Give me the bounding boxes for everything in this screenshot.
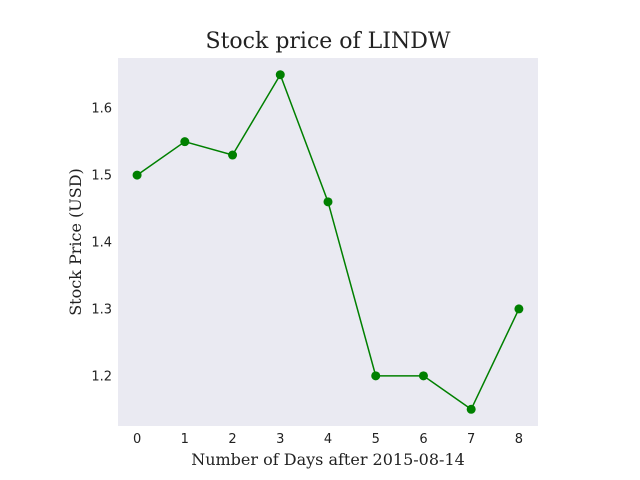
x-axis-ticks: 0 1 2 3 4 5 6 7 8 <box>133 432 523 447</box>
data-point <box>514 304 524 314</box>
x-tick-label: 1 <box>181 432 189 447</box>
x-tick-label: 3 <box>276 432 284 447</box>
y-tick-label: 1.6 <box>91 102 112 117</box>
x-tick-label: 6 <box>419 432 427 447</box>
plot-area <box>118 58 538 426</box>
y-tick-label: 1.4 <box>91 236 112 251</box>
chart-title: Stock price of LINDW <box>206 29 451 54</box>
data-point <box>418 371 428 381</box>
x-axis-label: Number of Days after 2015-08-14 <box>191 450 465 469</box>
x-tick-label: 7 <box>467 432 475 447</box>
y-tick-label: 1.2 <box>91 369 112 384</box>
x-tick-label: 2 <box>228 432 236 447</box>
y-tick-label: 1.3 <box>91 302 112 317</box>
x-tick-label: 0 <box>133 432 141 447</box>
x-tick-label: 4 <box>324 432 332 447</box>
y-tick-label: 1.5 <box>91 169 112 184</box>
data-point <box>466 404 476 414</box>
y-axis-ticks: 1.2 1.3 1.4 1.5 1.6 <box>91 102 112 385</box>
data-point <box>228 150 238 160</box>
data-point <box>323 197 333 207</box>
data-point <box>275 70 285 80</box>
x-tick-label: 5 <box>372 432 380 447</box>
y-axis-label: Stock Price (USD) <box>66 168 85 316</box>
data-point <box>180 137 190 147</box>
data-point <box>371 371 381 381</box>
data-series <box>132 70 524 414</box>
data-point <box>132 170 142 180</box>
x-tick-label: 8 <box>515 432 523 447</box>
